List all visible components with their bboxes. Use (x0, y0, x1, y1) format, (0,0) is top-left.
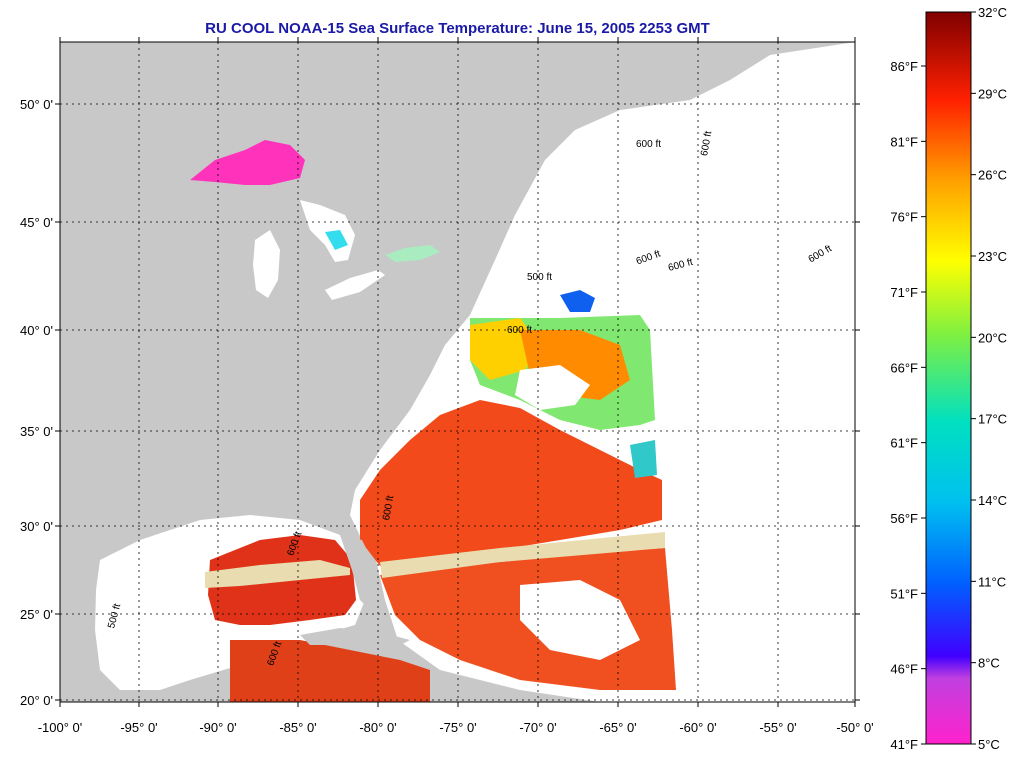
lat-tick-label: 25° 0' (20, 607, 53, 622)
fahrenheit-label: 56°F (890, 511, 918, 526)
lon-tick-label: -65° 0' (599, 720, 636, 735)
lake-michigan (253, 230, 280, 298)
sst-gulf-stream (360, 400, 662, 566)
lon-tick-label: -55° 0' (759, 720, 796, 735)
fahrenheit-label: 76°F (890, 210, 918, 225)
sst-east-teal (630, 440, 657, 478)
fahrenheit-label: 46°F (890, 662, 918, 677)
lake-huron-sst (325, 230, 348, 250)
lake-ontario (385, 245, 440, 262)
contour-label: 600 ft (699, 130, 714, 157)
lon-tick-label: -100° 0' (38, 720, 83, 735)
lon-tick-label: -70° 0' (519, 720, 556, 735)
lat-tick-label: 40° 0' (20, 323, 53, 338)
latitude-axis: 50° 0' 45° 0' 40° 0' 35° 0' 30° 0' 25° 0' 20° … (20, 97, 860, 708)
contour-label: 500 ft (527, 272, 552, 283)
sst-gulf-of-maine-cold (560, 290, 595, 312)
contour-label: 600 ft (636, 139, 661, 150)
fahrenheit-label: 41°F (890, 737, 918, 752)
fahrenheit-label: 51°F (890, 586, 918, 601)
contour-label: 600 ft (507, 325, 532, 336)
contour-label: 600 ft (381, 495, 396, 522)
sst-caribbean (230, 640, 430, 702)
celsius-label: 26°C (978, 168, 1007, 183)
map-title: RU COOL NOAA-15 Sea Surface Temperature:… (205, 20, 710, 37)
lon-tick-label: -95° 0' (120, 720, 157, 735)
lon-tick-label: -80° 0' (359, 720, 396, 735)
sst-swath-gap (380, 532, 665, 578)
sst-gulf-gap (205, 560, 350, 588)
longitude-axis: -100° 0' -95° 0' -90° 0' -85° 0' -80° 0' -75°… (38, 37, 874, 735)
cuba-land (300, 628, 410, 648)
celsius-label: 17°C (978, 412, 1007, 427)
colorbar-labels: 32°C 29°C 26°C 23°C 20°C 17°C 14°C 11°C 8°C 5°C 86… (890, 5, 1007, 752)
colorbar: 32°C 29°C 26°C 23°C 20°C 17°C 14°C 11°C 8°C 5°C 86… (890, 5, 1007, 752)
lake-erie (325, 270, 385, 300)
sst-cloud-patch-north (515, 365, 590, 410)
map-gridlines (59, 42, 856, 702)
fahrenheit-label: 61°F (890, 436, 918, 451)
sst-cloud-patch (520, 580, 640, 660)
lat-tick-label: 30° 0' (20, 519, 53, 534)
celsius-label: 20°C (978, 330, 1007, 345)
fahrenheit-label: 71°F (890, 285, 918, 300)
lat-tick-label: 50° 0' (20, 97, 53, 112)
florida-land (340, 535, 380, 612)
lat-tick-label: 20° 0' (20, 693, 53, 708)
celsius-label: 32°C (978, 5, 1007, 20)
lon-tick-label: -75° 0' (439, 720, 476, 735)
fahrenheit-label: 66°F (890, 360, 918, 375)
gulf-st-lawrence (560, 125, 720, 235)
lat-tick-label: 35° 0' (20, 424, 53, 439)
celsius-label: 5°C (978, 737, 1000, 752)
colorbar-gradient (925, 11, 972, 745)
celsius-label: 14°C (978, 493, 1007, 508)
fahrenheit-label: 81°F (890, 134, 918, 149)
lake-superior (190, 140, 305, 185)
fahrenheit-label: 86°F (890, 59, 918, 74)
lat-tick-label: 45° 0' (20, 215, 53, 230)
celsius-label: 29°C (978, 86, 1007, 101)
lon-tick-label: -60° 0' (679, 720, 716, 735)
lon-tick-label: -50° 0' (836, 720, 873, 735)
lon-tick-label: -90° 0' (199, 720, 236, 735)
celsius-label: 8°C (978, 656, 1000, 671)
lon-tick-label: -85° 0' (279, 720, 316, 735)
celsius-label: 11°C (978, 574, 1006, 589)
celsius-label: 23°C (978, 249, 1007, 264)
